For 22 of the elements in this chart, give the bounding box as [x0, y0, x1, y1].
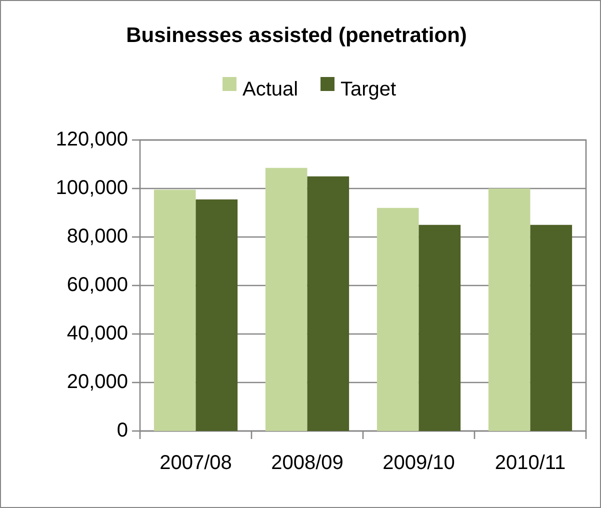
chart-title: Businesses assisted (penetration) — [126, 24, 467, 47]
legend-label: Target — [340, 78, 397, 100]
x-tick-label: 2008/09 — [271, 452, 344, 474]
bar — [265, 168, 308, 431]
y-tick-label: 40,000 — [66, 322, 128, 344]
bar — [154, 190, 196, 431]
bar — [196, 199, 238, 431]
x-tick-label: 2009/10 — [382, 452, 455, 474]
bar — [530, 224, 572, 431]
bar — [488, 188, 530, 431]
y-tick-label: 60,000 — [66, 274, 128, 296]
bar — [376, 208, 419, 431]
bar — [418, 224, 461, 431]
y-tick-label: 100,000 — [56, 176, 128, 199]
y-tick-label: 120,000 — [56, 128, 128, 150]
bar — [307, 176, 350, 431]
y-tick-label: 80,000 — [66, 225, 128, 248]
y-tick-label: 0 — [116, 419, 128, 442]
x-tick-label: 2010/11 — [494, 452, 566, 474]
x-tick-label: 2007/08 — [160, 452, 232, 474]
y-tick-label: 20,000 — [66, 370, 128, 393]
legend-label: Actual — [242, 78, 298, 100]
